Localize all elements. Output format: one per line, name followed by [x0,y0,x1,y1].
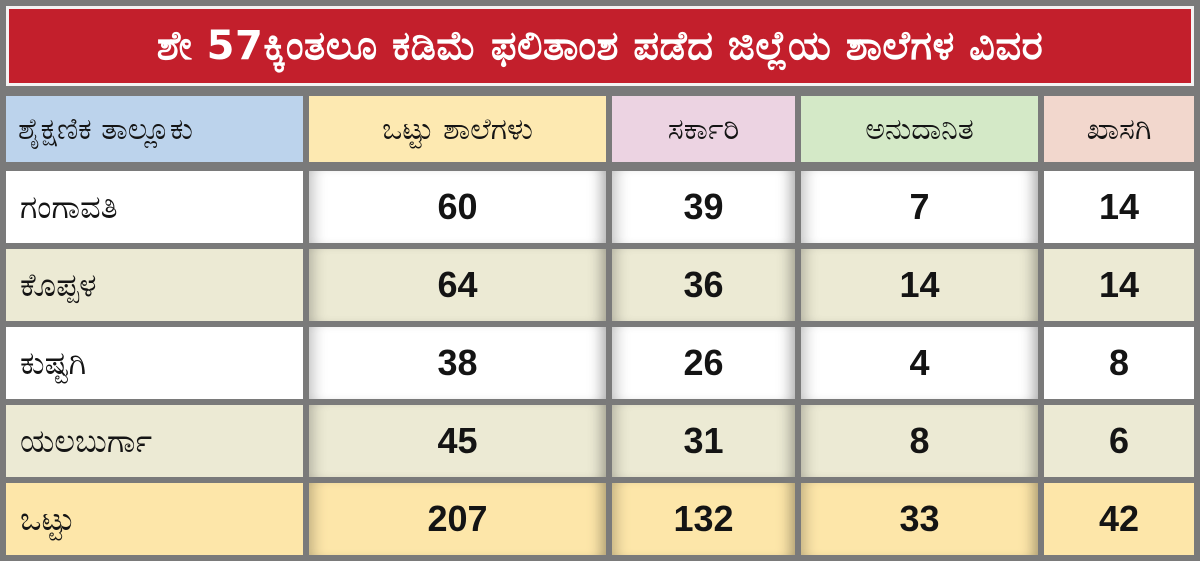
table-cell: 14 [1044,249,1194,321]
table-cell: 4 [801,327,1038,399]
table-cell: 8 [1044,327,1194,399]
table-cell: 31 [612,405,795,477]
table-cell: 45 [309,405,606,477]
table-cell: 7 [801,171,1038,243]
column-header: ಅನುದಾನಿತ [801,96,1038,162]
table-cell: 26 [612,327,795,399]
table-cell: 64 [309,249,606,321]
table-cell: 132 [612,483,795,555]
title-bar: ಶೇ 57ಕ್ಕಿಂತಲೂ ಕಡಿಮೆ ಫಲಿತಾಂಶ ಪಡೆದ ಜಿಲ್ಲೆಯ… [6,6,1194,86]
row-label: ಗಂಗಾವತಿ [6,171,303,243]
row-label: ಯಲಬುರ್ಗಾ [6,405,303,477]
column-header: ಸರ್ಕಾರಿ [612,96,795,162]
table-cell: 33 [801,483,1038,555]
table-cell: 36 [612,249,795,321]
table-cell: 14 [1044,171,1194,243]
table-title: ಶೇ 57ಕ್ಕಿಂತಲೂ ಕಡಿಮೆ ಫಲಿತಾಂಶ ಪಡೆದ ಜಿಲ್ಲೆಯ… [156,23,1044,69]
column-header: ಶೈಕ್ಷಣಿಕ ತಾಲ್ಲೂಕು [6,96,303,162]
table-cell: 38 [309,327,606,399]
column-header: ಖಾಸಗಿ [1044,96,1194,162]
table-cell: 14 [801,249,1038,321]
table-cell: 42 [1044,483,1194,555]
row-label: ಕೊಪ್ಪಳ [6,249,303,321]
table-cell: 60 [309,171,606,243]
row-label: ಕುಷ್ಟಗಿ [6,327,303,399]
table-cell: 39 [612,171,795,243]
row-label: ಒಟ್ಟು [6,483,303,555]
table-cell: 8 [801,405,1038,477]
table-cell: 6 [1044,405,1194,477]
column-header: ಒಟ್ಟು ಶಾಲೆಗಳು [309,96,606,162]
table-cell: 207 [309,483,606,555]
